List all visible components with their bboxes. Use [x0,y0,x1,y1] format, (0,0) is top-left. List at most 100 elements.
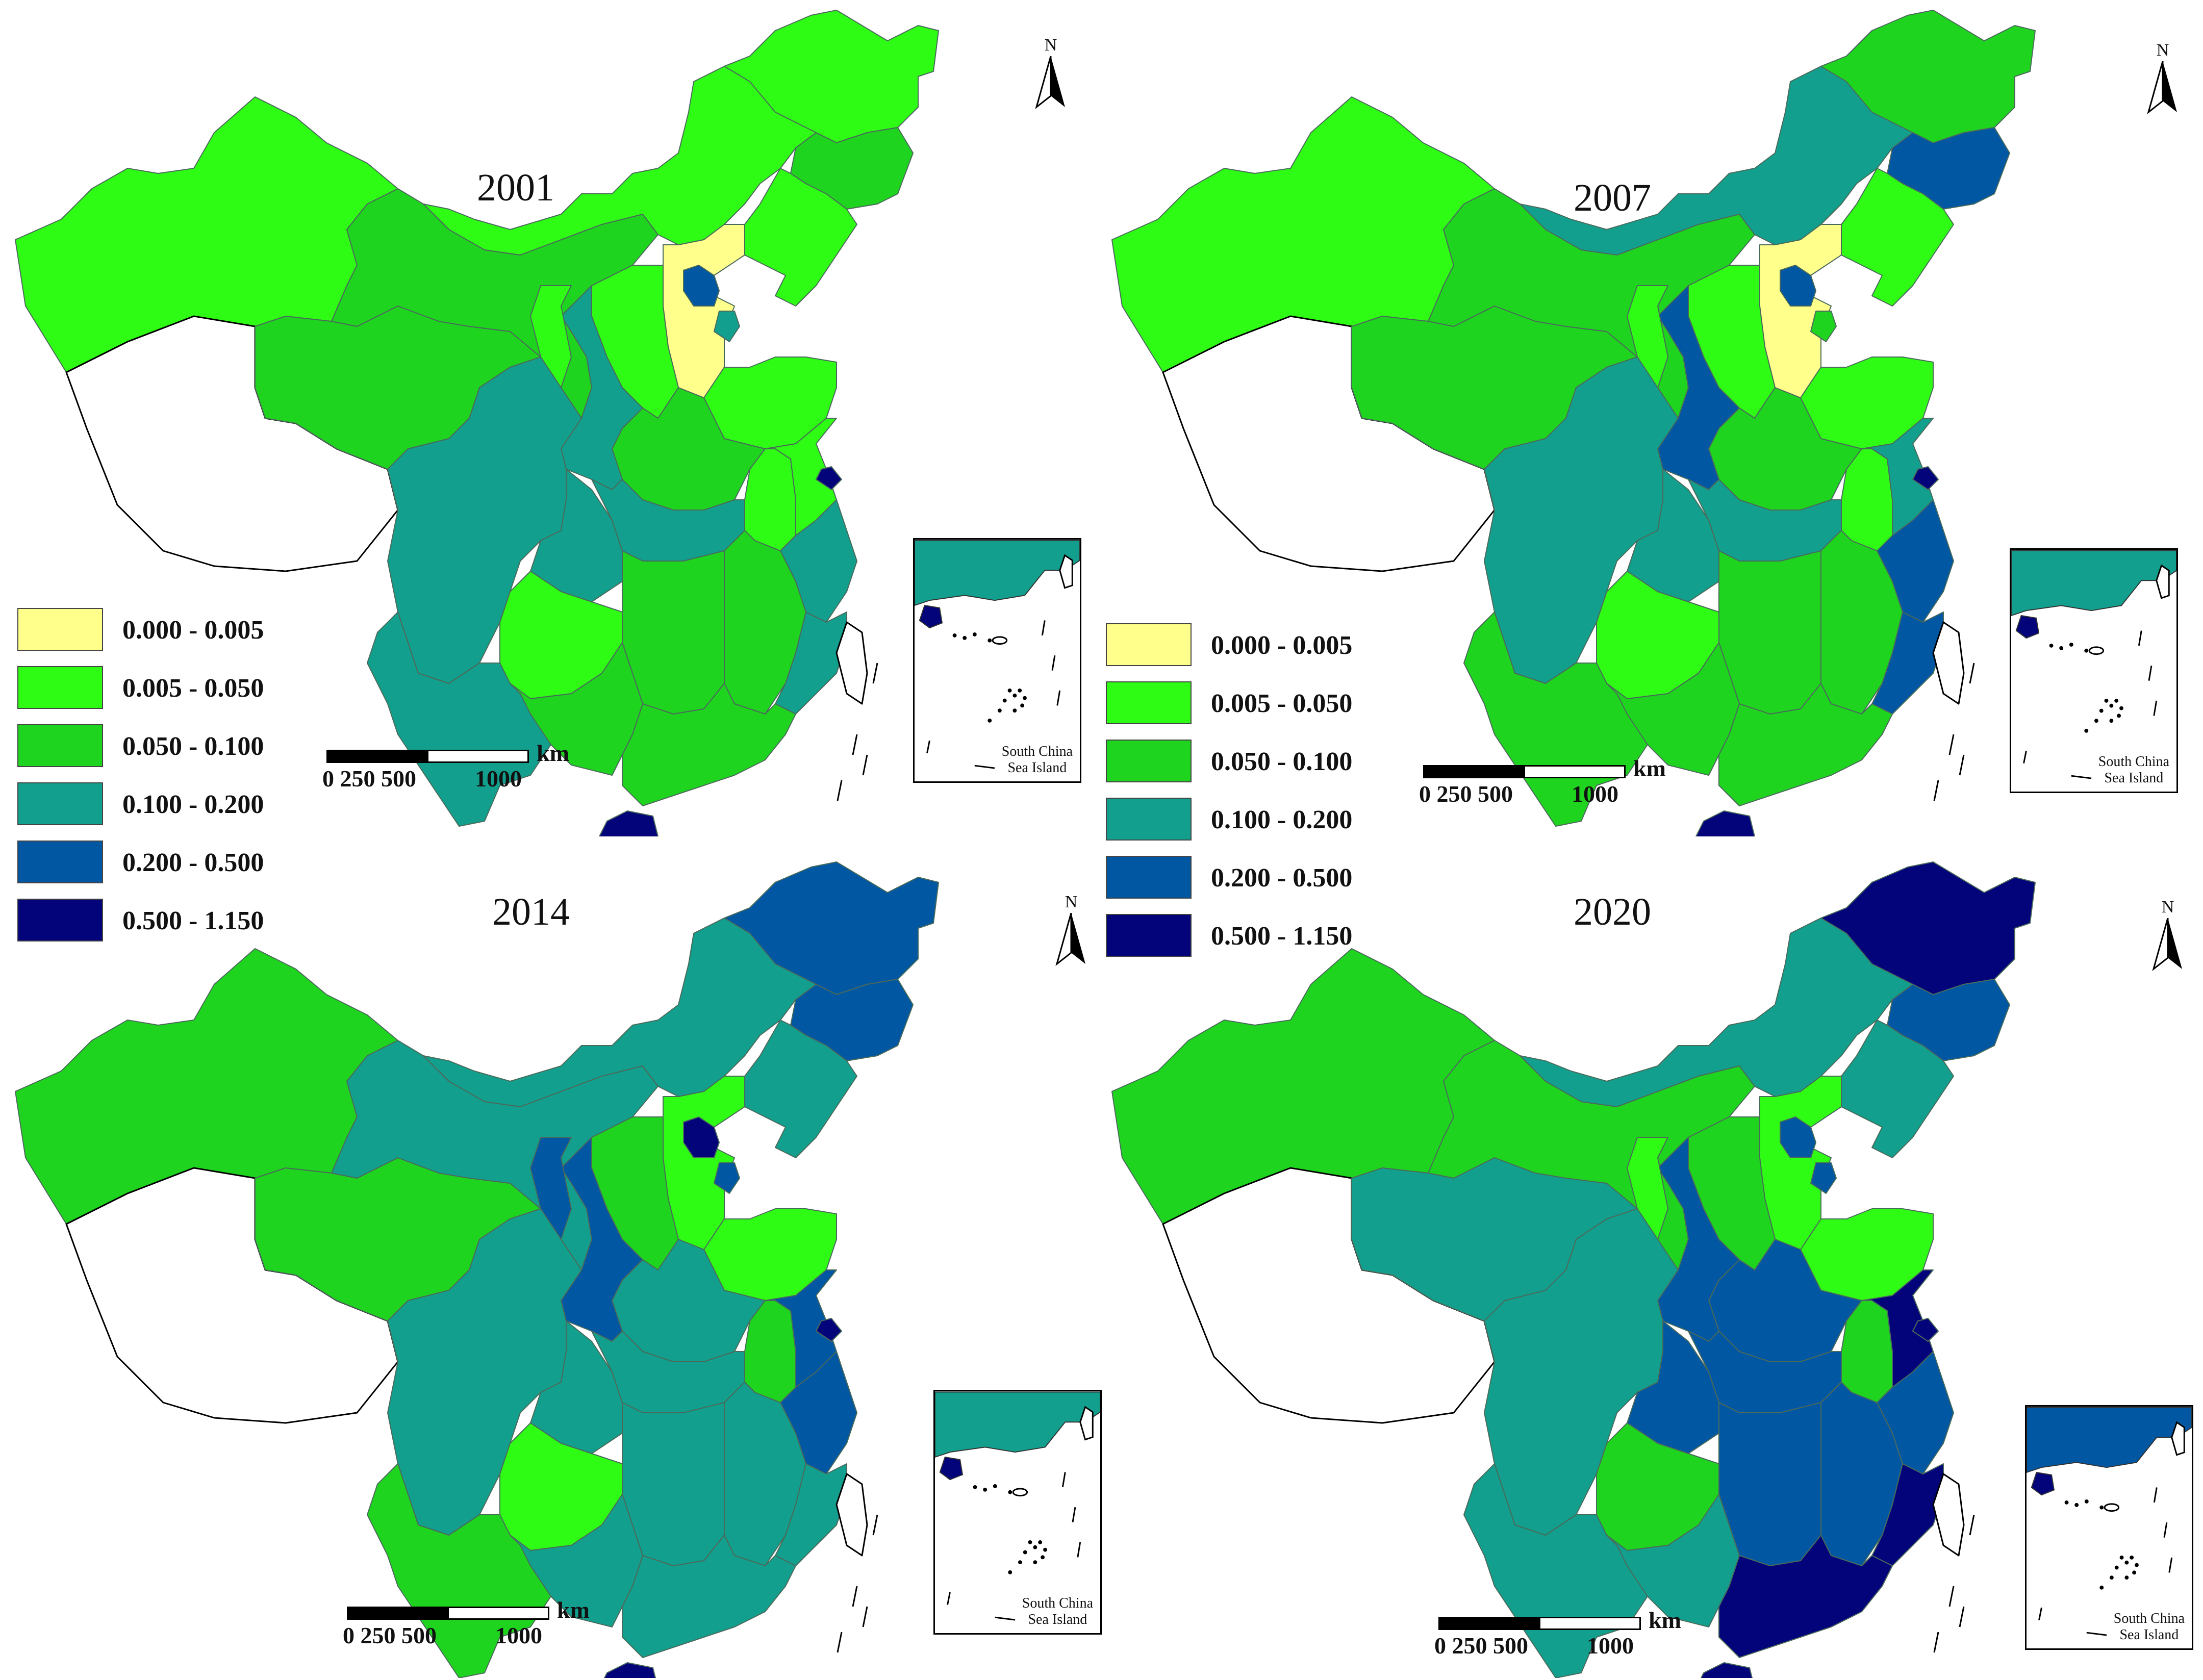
legend-swatch [17,724,103,767]
region-heilongjiang [1820,861,2036,995]
inset-island-dot [1041,1555,1045,1560]
island-dash-mark [1933,780,1939,801]
inset-island-dot [1038,1540,1043,1544]
scale-bar-white-segment [447,1607,549,1620]
inset-caption: South China Sea Island [1002,744,1073,776]
legend-item: 0.200 - 0.500 [1106,856,1432,900]
island-dash-mark [837,1632,843,1653]
inset-island-dot [2069,643,2073,647]
north-arrow-icon: N [2147,898,2188,974]
scale-bar-white-segment [1524,765,1626,778]
inset-island-dot [993,1484,997,1488]
scale-unit-label: km [1633,755,1666,781]
inset-island-dot [2124,1560,2129,1565]
island-dash-mark [1959,1606,1965,1627]
china-province-map [15,861,939,1678]
inset-island-dot [1018,688,1022,693]
inset-taiwan-region [2156,564,2170,599]
region-ningxia [530,1137,572,1240]
region-taiwan [1932,1473,1965,1557]
inset-boundary-dash [2086,1632,2107,1636]
legend-swatch [17,666,103,709]
scale-tick-labels: 0 250 500 1000 [343,1622,542,1648]
south-china-sea-inset: South China Sea Island [2010,548,2178,793]
inset-island-dot [1020,703,1025,708]
north-label: N [1065,893,1078,911]
scale-bar-black-segment [1423,765,1525,778]
legend-item: 0.005 - 0.050 [17,666,344,710]
inset-mainland-region [2011,550,2176,617]
inset-island-dot [2114,1565,2119,1570]
region-taiwan [835,1473,868,1557]
inset-island-dot [1002,698,1007,703]
island-dash-mark [1969,663,1975,684]
legend-label: 0.200 - 0.500 [122,848,264,877]
inset-island-dot [2074,1503,2079,1507]
inset-caption: South China Sea Island [2114,1611,2185,1643]
inset-boundary-dash [2153,700,2158,716]
china-province-map [1111,861,2036,1678]
region-heilongjiang [724,861,939,995]
region-zhejiang [780,1351,857,1474]
scale-bar-black-segment [347,1607,449,1620]
inset-taiwan-region [2171,1421,2185,1456]
inset-island-dot [1012,708,1017,713]
inset-island-dot [2094,719,2098,723]
inset-caption-line2: Sea Island [1028,1612,1087,1627]
north-label: N [2156,41,2169,60]
inset-island-dot [2109,719,2114,723]
scale-unit-label: km [1649,1607,1681,1633]
legend-item: 0.200 - 0.500 [17,841,344,884]
inset-boundary-dash [947,1592,951,1605]
scale-bar-white-segment [427,750,529,763]
scale-unit-label: km [557,1597,590,1623]
scale-tick-labels: 0 250 500 1000 [1434,1633,1634,1659]
legend-item: 0.500 - 1.150 [17,899,344,943]
legend-item: 0.100 - 0.200 [1106,798,1432,842]
region-ningxia [530,285,572,388]
legend-swatch [1106,914,1192,957]
region-shanghai [1912,466,1939,490]
island-dash-mark [837,780,843,801]
region-guangxi [1606,642,1740,776]
island-dash-mark [862,1606,868,1627]
inset-caption: South China Sea Island [1022,1595,1093,1628]
inset-island-dot [997,708,1002,713]
legend-swatch [17,841,103,883]
inset-island-dot [1043,1547,1047,1552]
region-tianjin [714,1162,740,1194]
inset-boundary-dash [2163,1522,2168,1538]
region-hainan [1695,810,1755,836]
legend-swatch [1106,798,1192,841]
inset-island-dot [1012,693,1017,698]
inset-caption-line1: South China [2098,754,2169,770]
inset-island-dot [2114,698,2119,703]
region-shanghai [816,466,842,490]
inset-boundary-dash [995,1616,1016,1621]
island-dash-mark [1948,734,1955,755]
region-yunnan [367,612,551,827]
inset-mainland-region [935,1391,1100,1458]
inset-island-dot [2099,1585,2104,1590]
legend-swatch [1106,681,1192,724]
region-beijing [1780,1116,1816,1158]
inset-caption: South China Sea Island [2098,754,2169,786]
inset-boundary-dash [1077,1542,1081,1558]
inset-island-dot [983,1487,987,1492]
region-taiwan [1932,621,1965,705]
inset-island-dot [2084,1499,2089,1504]
legend-swatch [17,782,103,825]
inset-island-dot [2099,708,2104,713]
inset-boundary-dash [1051,655,1056,671]
inset-hainan-region [939,1456,964,1481]
inset-island-dot [1033,1560,1037,1565]
inset-island-dot [2132,1570,2137,1575]
scale-bar-black-segment [326,750,428,763]
region-fujian [1871,612,1944,715]
north-arrow-icon: N [2142,41,2183,117]
legend-swatch [1106,623,1192,666]
inset-island-dot [2130,1555,2134,1560]
region-yunnan [367,1463,551,1678]
inset-island-dot [1007,688,1012,693]
